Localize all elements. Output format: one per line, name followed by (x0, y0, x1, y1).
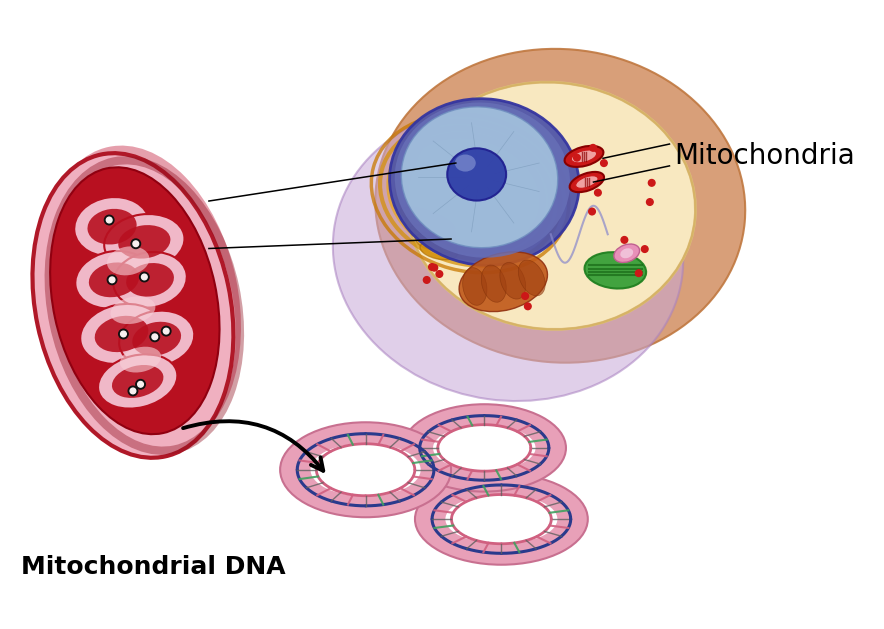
Ellipse shape (280, 422, 451, 517)
Ellipse shape (402, 404, 566, 492)
Ellipse shape (113, 252, 187, 308)
Circle shape (118, 329, 128, 338)
Ellipse shape (110, 296, 156, 324)
Ellipse shape (133, 322, 181, 355)
Circle shape (131, 239, 141, 248)
Ellipse shape (584, 252, 646, 289)
Ellipse shape (447, 148, 507, 201)
Ellipse shape (98, 354, 178, 409)
Ellipse shape (405, 216, 455, 239)
Ellipse shape (310, 443, 421, 496)
Circle shape (140, 272, 149, 282)
Circle shape (595, 189, 601, 196)
Ellipse shape (88, 209, 137, 245)
Ellipse shape (415, 233, 457, 253)
Circle shape (636, 270, 642, 277)
Ellipse shape (40, 145, 241, 450)
Ellipse shape (376, 49, 745, 363)
Circle shape (436, 270, 443, 277)
Ellipse shape (415, 474, 588, 565)
Circle shape (589, 208, 595, 215)
Circle shape (107, 275, 117, 284)
Circle shape (106, 217, 112, 223)
Ellipse shape (80, 304, 163, 364)
Circle shape (110, 277, 115, 282)
Circle shape (120, 331, 126, 337)
Ellipse shape (50, 167, 219, 434)
Circle shape (574, 154, 580, 161)
Ellipse shape (401, 107, 558, 248)
Ellipse shape (104, 214, 185, 270)
Ellipse shape (420, 241, 457, 260)
Text: Mitochondria: Mitochondria (674, 142, 855, 170)
Circle shape (150, 332, 159, 342)
Circle shape (431, 264, 438, 271)
Ellipse shape (119, 311, 194, 367)
Circle shape (128, 386, 138, 396)
Circle shape (130, 388, 136, 394)
Ellipse shape (569, 172, 604, 192)
Ellipse shape (33, 153, 233, 458)
Circle shape (524, 303, 531, 309)
Ellipse shape (390, 99, 579, 265)
Ellipse shape (406, 82, 696, 330)
Ellipse shape (571, 150, 597, 163)
Ellipse shape (107, 247, 149, 276)
Ellipse shape (565, 146, 604, 167)
Ellipse shape (462, 268, 487, 305)
Circle shape (152, 334, 157, 340)
Ellipse shape (518, 260, 545, 296)
Ellipse shape (126, 263, 174, 297)
Ellipse shape (95, 316, 149, 352)
Ellipse shape (112, 365, 164, 398)
Ellipse shape (400, 208, 454, 233)
Ellipse shape (118, 225, 171, 259)
Ellipse shape (410, 225, 456, 246)
Ellipse shape (499, 262, 526, 299)
Ellipse shape (74, 197, 150, 256)
Circle shape (600, 160, 607, 167)
Ellipse shape (395, 103, 570, 258)
Circle shape (141, 274, 148, 280)
Circle shape (136, 379, 145, 389)
Ellipse shape (89, 262, 139, 298)
Circle shape (133, 241, 139, 247)
Ellipse shape (333, 106, 683, 401)
Circle shape (590, 145, 597, 151)
Ellipse shape (481, 265, 507, 303)
Ellipse shape (621, 248, 633, 259)
Circle shape (642, 246, 648, 252)
Ellipse shape (75, 251, 153, 309)
Circle shape (522, 292, 529, 299)
Text: Mitochondrial DNA: Mitochondrial DNA (21, 555, 286, 579)
Ellipse shape (120, 347, 161, 372)
Circle shape (429, 264, 435, 270)
Circle shape (621, 237, 628, 243)
Ellipse shape (613, 244, 639, 262)
Circle shape (104, 215, 114, 225)
Ellipse shape (433, 425, 536, 470)
Circle shape (648, 179, 655, 186)
Circle shape (646, 199, 653, 205)
Circle shape (423, 277, 430, 283)
Circle shape (162, 326, 171, 336)
Circle shape (164, 328, 169, 334)
Circle shape (138, 381, 143, 387)
Ellipse shape (455, 155, 476, 172)
Ellipse shape (575, 175, 598, 188)
Ellipse shape (459, 252, 547, 311)
Ellipse shape (446, 494, 558, 544)
